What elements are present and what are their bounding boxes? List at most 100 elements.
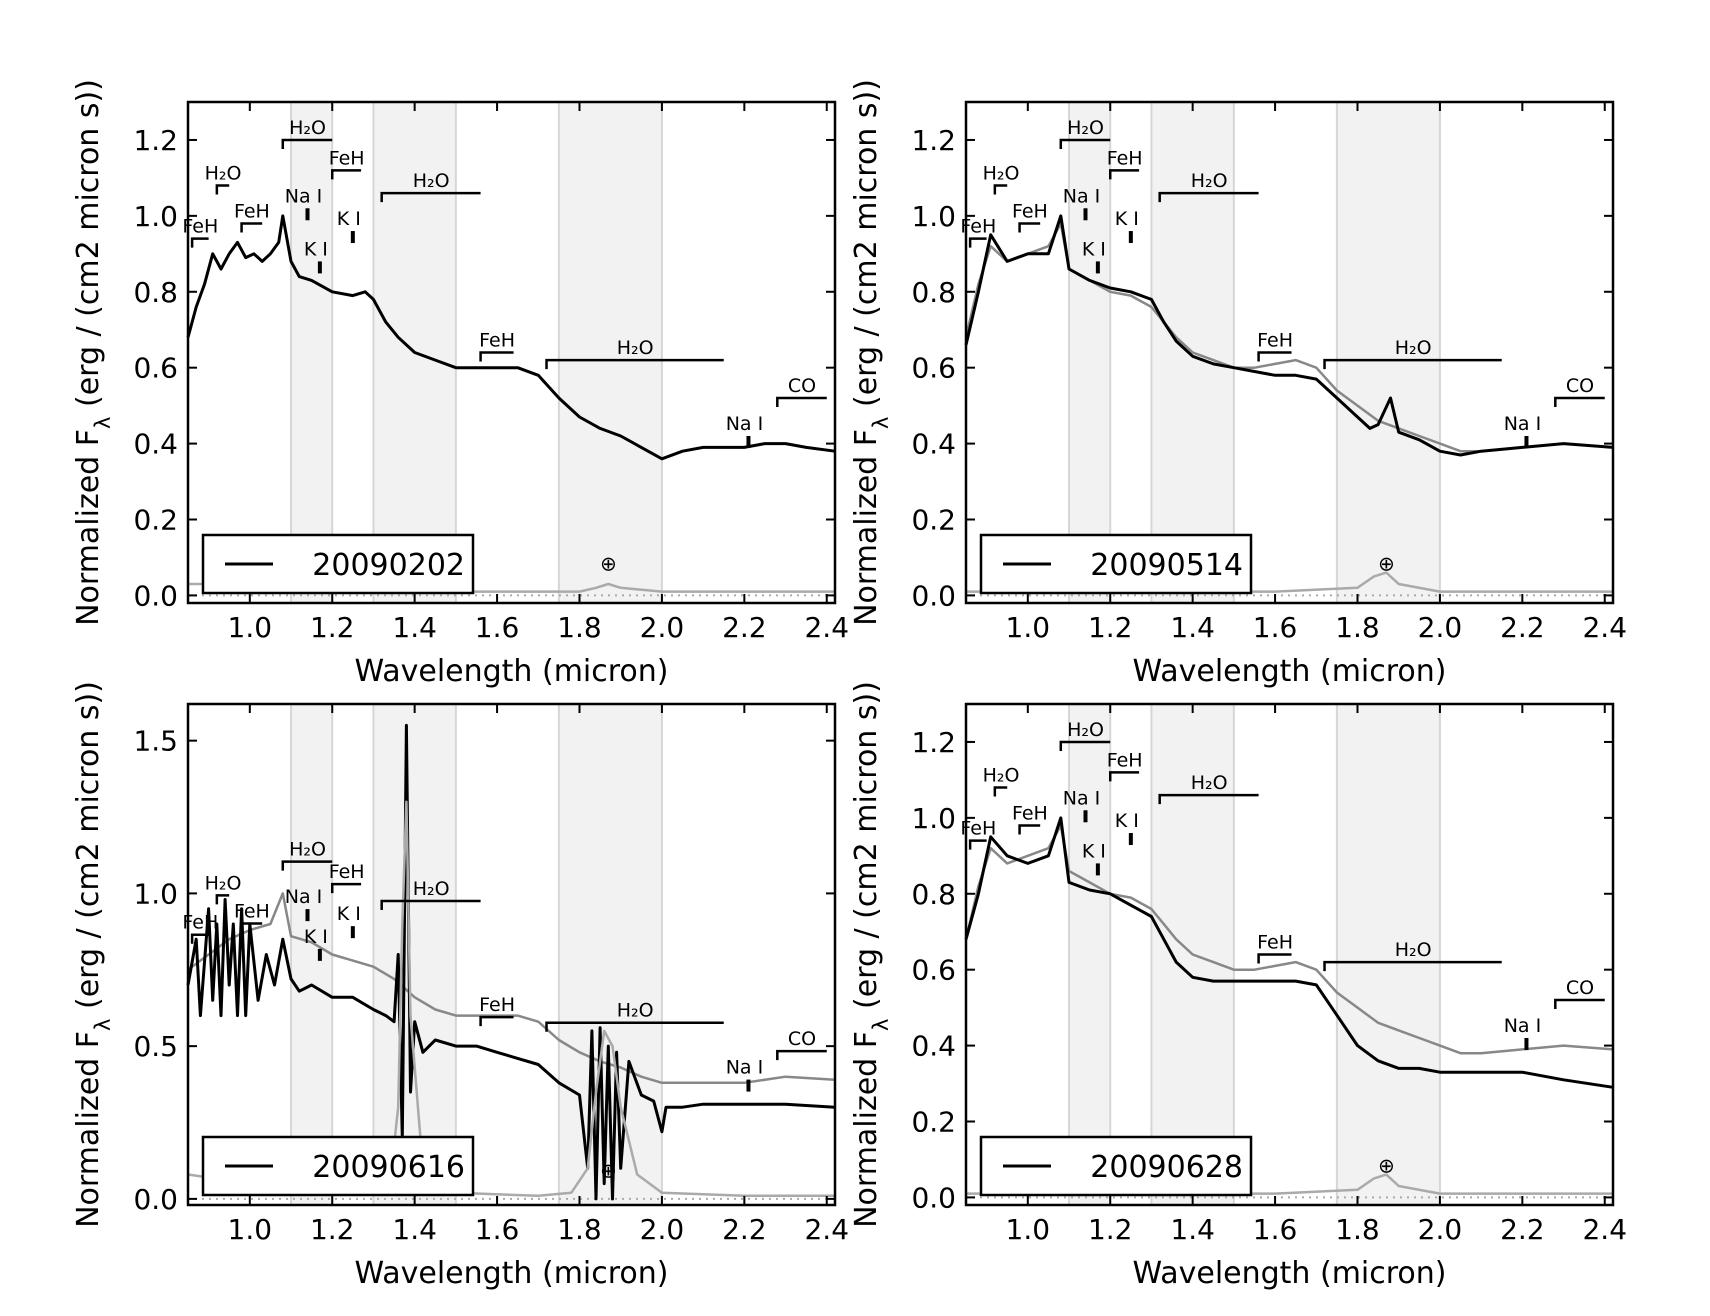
- y-tick-label: 1.2: [911, 726, 956, 759]
- annotation-bracket: [1059, 138, 1111, 149]
- annotation-label: CO: [1566, 977, 1594, 999]
- legend-label: 20090202: [312, 548, 465, 583]
- y-tick-label: 0.6: [133, 352, 178, 385]
- annotation-label: Na I: [1063, 787, 1101, 809]
- telluric-symbol: ⊕: [1378, 1153, 1395, 1177]
- annotation-bracket: [1018, 222, 1041, 233]
- annotation-bracket: [1257, 953, 1292, 964]
- annotation-bracket: [215, 184, 230, 195]
- x-tick-label: 1.6: [475, 1213, 520, 1246]
- axes-frame: [186, 100, 837, 605]
- y-tick-label: 1.0: [911, 200, 956, 233]
- y-tick-label: 0.0: [133, 579, 178, 612]
- annotation-label: H₂O: [1395, 939, 1432, 961]
- annotation-bracket: [281, 860, 333, 871]
- annotation-bracket: [545, 1021, 724, 1032]
- telluric-symbol: ⊕: [1378, 551, 1395, 575]
- y-tick-label: 1.5: [133, 725, 178, 758]
- annotation-label: FeH: [1012, 200, 1048, 222]
- annotation-label: K I: [1082, 238, 1106, 260]
- annotation-label: FeH: [479, 994, 515, 1016]
- annotation-bracket: [1018, 824, 1041, 835]
- axes-frame: [186, 702, 837, 1207]
- annotation-bracket: [545, 358, 724, 370]
- x-tick-label: 2.4: [804, 611, 849, 644]
- annotation-label: K I: [304, 926, 328, 948]
- legend-label: 20090514: [1090, 548, 1243, 583]
- axes-frame: [964, 702, 1615, 1207]
- shaded-band: [291, 102, 333, 603]
- annotation-label: K I: [1115, 810, 1139, 832]
- y-tick-label: 1.0: [133, 200, 178, 233]
- series-reference: [964, 222, 1614, 453]
- annotation-label: FeH: [234, 900, 270, 922]
- annotation-bracket: [968, 839, 987, 850]
- y-tick-label: 0.0: [911, 1181, 956, 1214]
- annotation-label: FeH: [234, 200, 270, 222]
- y-tick-label: 0.6: [911, 352, 956, 385]
- annotation-bracket: [1554, 396, 1605, 408]
- y-tick-label: 0.4: [911, 428, 956, 461]
- y-tick-label: 0.0: [133, 1183, 178, 1216]
- annotation-bracket: [190, 237, 209, 248]
- annotation-label: FeH: [1257, 932, 1293, 954]
- x-tick-label: 1.4: [1170, 611, 1215, 644]
- annotation-label: K I: [304, 238, 328, 260]
- annotation-label: H₂O: [413, 170, 450, 192]
- annotation-label: FeH: [329, 861, 365, 883]
- annotation-label: H₂O: [1395, 337, 1432, 359]
- annotation-label: FeH: [182, 912, 218, 934]
- annotation-label: FeH: [960, 818, 996, 840]
- y-tick-label: 0.4: [911, 1030, 956, 1063]
- annotation-bracket: [1108, 771, 1140, 782]
- annotation-bracket: [479, 1015, 514, 1027]
- annotation-label: K I: [337, 903, 361, 925]
- annotation-bracket: [776, 1049, 827, 1061]
- annotation-bracket: [330, 169, 362, 180]
- annotation-label: Na I: [1504, 1015, 1542, 1037]
- annotation-label: H₂O: [1191, 772, 1228, 794]
- annotation-label: K I: [337, 208, 361, 230]
- x-tick-label: 1.8: [1335, 1213, 1380, 1246]
- annotation-label: FeH: [329, 147, 365, 169]
- x-tick-label: 1.4: [392, 611, 437, 644]
- annotation-label: H₂O: [205, 163, 242, 185]
- shaded-band: [1069, 102, 1111, 603]
- legend-label: 20090616: [312, 1150, 465, 1185]
- y-tick-label: 0.2: [911, 504, 956, 537]
- annotation-bracket: [380, 899, 481, 910]
- x-tick-label: 1.6: [1253, 611, 1298, 644]
- x-tick-label: 2.2: [1500, 1213, 1545, 1246]
- annotation-label: Na I: [726, 1057, 764, 1079]
- annotation-label: FeH: [960, 216, 996, 238]
- x-tick-label: 1.0: [1006, 611, 1051, 644]
- annotation-label: FeH: [479, 330, 515, 352]
- series-reference: [187, 892, 836, 1085]
- x-axis-label: Wavelength (micron): [354, 1256, 668, 1291]
- annotation-bracket: [1108, 169, 1140, 180]
- x-axis-label: Wavelength (micron): [354, 654, 668, 689]
- annotation-label: H₂O: [289, 839, 326, 861]
- annotation-bracket: [776, 396, 827, 408]
- y-axis-label: Normalized Fλ (erg / (cm2 micron s)): [71, 79, 115, 626]
- x-tick-label: 1.6: [1253, 1213, 1298, 1246]
- series-observed: [186, 214, 836, 461]
- series-reference: [964, 824, 1614, 1055]
- shaded-band: [558, 102, 662, 603]
- annotation-label: H₂O: [983, 163, 1020, 185]
- y-tick-label: 1.2: [133, 124, 178, 157]
- shaded-band: [1336, 102, 1440, 603]
- annotation-label: K I: [1082, 840, 1106, 862]
- y-axis-label: Normalized Fλ (erg / (cm2 micron s)): [71, 681, 115, 1228]
- annotation-bracket: [380, 191, 481, 203]
- annotation-bracket: [215, 894, 230, 905]
- annotation-bracket: [1158, 793, 1259, 805]
- x-tick-label: 1.2: [1088, 611, 1133, 644]
- y-tick-label: 0.8: [911, 276, 956, 309]
- legend: 20090202: [201, 533, 475, 595]
- x-tick-label: 1.0: [1006, 1213, 1051, 1246]
- annotation-label: H₂O: [289, 117, 326, 139]
- x-tick-label: 1.2: [1088, 1213, 1133, 1246]
- y-tick-label: 0.5: [133, 1030, 178, 1063]
